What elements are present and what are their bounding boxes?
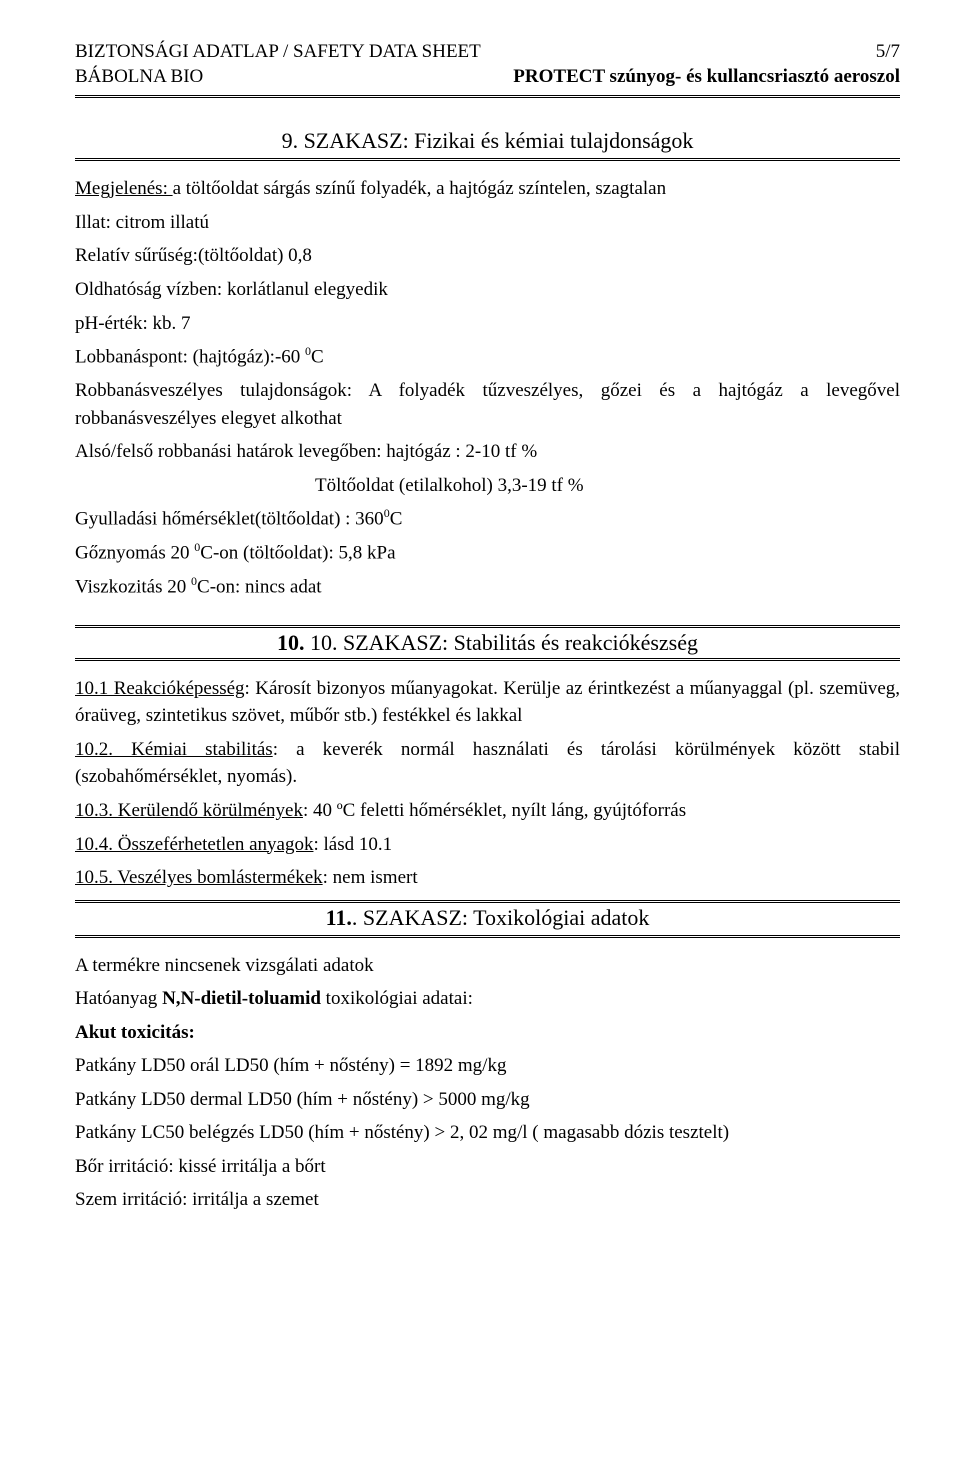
no-test-data-line: A termékre nincsenek vizsgálati adatok xyxy=(75,952,900,980)
decomp-value: : nem ismert xyxy=(323,867,418,888)
avoid-label: 10.3. Kerülendő körülmények xyxy=(75,800,303,821)
section-10-body: 10.1 Reakcióképesség: Károsít bizonyos m… xyxy=(75,675,900,892)
skin-irritation-line: Bőr irritáció: kissé irritálja a bőrt xyxy=(75,1153,900,1181)
active-ingredient-line: Hatóanyag N,N-dietil-toluamid toxikológi… xyxy=(75,985,900,1013)
active-a: Hatóanyag xyxy=(75,988,162,1009)
section-9-title: 9. SZAKASZ: Fizikai és kémiai tulajdonsá… xyxy=(75,128,900,154)
rat-oral-line: Patkány LD50 orál LD50 (hím + nőstény) =… xyxy=(75,1052,900,1080)
decomp-label: 10.5. Veszélyes bomlástermékek xyxy=(75,867,323,888)
incompat-label: 10.4. Összeférhetetlen anyagok xyxy=(75,834,313,855)
eye-irritation-line: Szem irritáció: irritálja a szemet xyxy=(75,1186,900,1214)
viscosity-b: C-on: nincs adat xyxy=(197,576,322,597)
header-right: 5/7 PROTECT szúnyog- és kullancsriasztó … xyxy=(513,40,900,89)
stability-label: 10.2. Kémiai stabilitás xyxy=(75,739,273,760)
filler-solution-line: Töltőoldat (etilalkohol) 3,3-19 tf % xyxy=(315,472,900,500)
section-10-rest: 10. SZAKASZ: Stabilitás és reakciókészsé… xyxy=(310,630,698,655)
vapor-b: C-on (töltőoldat): 5,8 kPa xyxy=(200,542,395,563)
header-product: PROTECT szúnyog- és kullancsriasztó aero… xyxy=(513,65,900,90)
appearance-line: Megjelenés: a töltőoldat sárgás színű fo… xyxy=(75,175,900,203)
rat-lc50-line: Patkány LC50 belégzés LD50 (hím + nőstén… xyxy=(75,1119,900,1147)
reactivity-line: 10.1 Reakcióképesség: Károsít bizonyos m… xyxy=(75,675,900,730)
section-9-rule xyxy=(75,158,900,161)
ignition-b: C xyxy=(390,509,403,530)
odor-line: Illat: citrom illatú xyxy=(75,209,900,237)
vapor-a: Gőznyomás 20 xyxy=(75,542,194,563)
incompat-value: : lásd 10.1 xyxy=(313,834,392,855)
section-11-rule-bottom xyxy=(75,935,900,938)
viscosity-a: Viszkozitás 20 xyxy=(75,576,191,597)
section-10-rule-top xyxy=(75,625,900,628)
decomp-line: 10.5. Veszélyes bomlástermékek: nem isme… xyxy=(75,864,900,892)
appearance-label: Megjelenés: xyxy=(75,178,173,199)
section-11-title: 11.. SZAKASZ: Toxikológiai adatok xyxy=(75,905,900,931)
section-11-rest: . SZAKASZ: Toxikológiai adatok xyxy=(352,905,649,930)
vapor-pressure-line: Gőznyomás 20 0C-on (töltőoldat): 5,8 kPa xyxy=(75,539,900,567)
rat-dermal-line: Patkány LD50 dermal LD50 (hím + nőstény)… xyxy=(75,1086,900,1114)
header-rule xyxy=(75,95,900,98)
explosion-limits-line: Alsó/felső robbanási határok levegőben: … xyxy=(75,438,900,466)
incompat-line: 10.4. Összeférhetetlen anyagok: lásd 10.… xyxy=(75,831,900,859)
section-11-body: A termékre nincsenek vizsgálati adatok H… xyxy=(75,952,900,1214)
solubility-line: Oldhatóság vízben: korlátlanul elegyedik xyxy=(75,276,900,304)
page-header: BIZTONSÁGI ADATLAP / SAFETY DATA SHEET B… xyxy=(75,40,900,89)
active-c: toxikológiai adatai: xyxy=(321,988,473,1009)
header-page-number: 5/7 xyxy=(513,40,900,65)
flashpoint-line: Lobbanáspont: (hajtógáz):-60 0C xyxy=(75,343,900,371)
density-line: Relatív sűrűség:(töltőoldat) 0,8 xyxy=(75,242,900,270)
active-b: N,N-dietil-toluamid xyxy=(162,988,321,1009)
header-company: BÁBOLNA BIO xyxy=(75,65,481,90)
avoid-conditions-line: 10.3. Kerülendő körülmények: 40 ºC felet… xyxy=(75,797,900,825)
section-11-rule-top xyxy=(75,900,900,903)
stability-line: 10.2. Kémiai stabilitás: a keverék normá… xyxy=(75,736,900,791)
appearance-value: a töltőoldat sárgás színű folyadék, a ha… xyxy=(173,178,666,199)
section-10-rule-bottom xyxy=(75,658,900,661)
acute-toxicity-label: Akut toxicitás: xyxy=(75,1019,900,1047)
header-left: BIZTONSÁGI ADATLAP / SAFETY DATA SHEET B… xyxy=(75,40,481,89)
flashpoint-a: Lobbanáspont: (hajtógáz):-60 xyxy=(75,346,305,367)
viscosity-line: Viszkozitás 20 0C-on: nincs adat xyxy=(75,573,900,601)
document-page: BIZTONSÁGI ADATLAP / SAFETY DATA SHEET B… xyxy=(0,0,960,1260)
section-9-body: Megjelenés: a töltőoldat sárgás színű fo… xyxy=(75,175,900,600)
section-11-prefix: 11. xyxy=(326,905,352,930)
ph-line: pH-érték: kb. 7 xyxy=(75,310,900,338)
avoid-value: : 40 ºC feletti hőmérséklet, nyílt láng,… xyxy=(303,800,686,821)
reactivity-label: 10.1 Reakcióképesség xyxy=(75,678,245,699)
ignition-temp-line: Gyulladási hőmérséklet(töltőoldat) : 360… xyxy=(75,505,900,533)
section-10-prefix: 10. xyxy=(277,630,310,655)
flashpoint-b: C xyxy=(311,346,324,367)
ignition-a: Gyulladási hőmérséklet(töltőoldat) : 360 xyxy=(75,509,384,530)
section-10-title: 10. 10. SZAKASZ: Stabilitás és reakcióké… xyxy=(75,630,900,656)
explosive-props-line: Robbanásveszélyes tulajdonságok: A folya… xyxy=(75,377,900,432)
header-title: BIZTONSÁGI ADATLAP / SAFETY DATA SHEET xyxy=(75,40,481,65)
